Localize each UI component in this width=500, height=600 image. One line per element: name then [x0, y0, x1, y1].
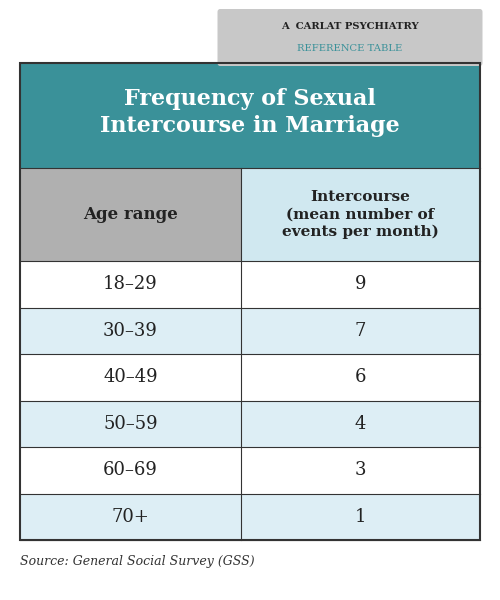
Text: 7: 7 [354, 322, 366, 340]
Text: 9: 9 [354, 275, 366, 293]
Bar [20, 261, 480, 308]
Text: Frequency of Sexual
Intercourse in Marriage: Frequency of Sexual Intercourse in Marri… [100, 88, 400, 137]
Text: Intercourse
(mean number of
events per month): Intercourse (mean number of events per m… [282, 190, 439, 239]
Text: 18–29: 18–29 [103, 275, 158, 293]
Text: Age range: Age range [83, 206, 178, 223]
Text: 50–59: 50–59 [103, 415, 158, 433]
Text: 30–39: 30–39 [103, 322, 158, 340]
Text: 40–49: 40–49 [103, 368, 158, 386]
Text: 6: 6 [354, 368, 366, 386]
Bar [20, 63, 480, 168]
Text: A  CARLAT PSYCHIATRY: A CARLAT PSYCHIATRY [281, 22, 419, 31]
Bar [20, 447, 480, 493]
FancyBboxPatch shape [218, 9, 482, 66]
Text: 1: 1 [354, 508, 366, 526]
Text: Source: General Social Survey (GSS): Source: General Social Survey (GSS) [20, 554, 254, 568]
Text: 4: 4 [354, 415, 366, 433]
Text: 60–69: 60–69 [103, 461, 158, 479]
Bar [20, 168, 241, 261]
Bar [20, 401, 480, 447]
Bar [241, 168, 480, 261]
Bar [20, 354, 480, 401]
Text: REFERENCE TABLE: REFERENCE TABLE [298, 44, 403, 53]
Text: 70+: 70+ [112, 508, 150, 526]
Text: 3: 3 [354, 461, 366, 479]
Bar [20, 308, 480, 354]
Bar [20, 63, 480, 540]
Bar [20, 493, 480, 540]
